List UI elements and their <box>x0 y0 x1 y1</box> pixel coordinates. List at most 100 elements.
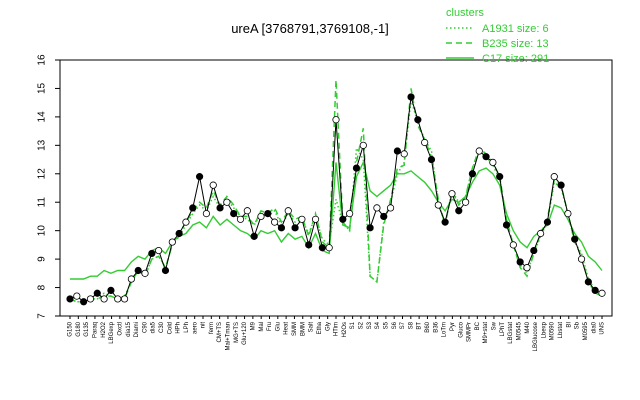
x-tick-label-50: M9+stat <box>483 322 489 344</box>
x-tick-label-30: Etha <box>317 321 323 334</box>
x-tick-label-44: B36 <box>433 321 439 332</box>
data-point-65 <box>509 241 517 249</box>
y-tick-label-8: 15 <box>37 82 48 94</box>
x-tick-label-51: Sw <box>492 321 498 330</box>
x-tick-label-2: G135 <box>84 321 90 336</box>
x-tick-label-41: S8 <box>408 321 414 329</box>
x-tick-label-10: dia5 <box>151 321 157 333</box>
x-tick-label-55: M40 <box>525 321 531 333</box>
x-tick-label-52: LPhT <box>500 322 506 337</box>
series-line-dashed <box>69 79 603 303</box>
x-tick-label-14: LPh <box>184 322 190 333</box>
data-point-56 <box>448 190 456 198</box>
data-point-75 <box>577 255 586 263</box>
data-point-54 <box>434 201 442 209</box>
x-tick-label-5: LBGexp <box>109 321 115 343</box>
series-layer <box>69 79 603 303</box>
x-tick-label-0: G150 <box>68 321 74 336</box>
data-point-68 <box>530 246 538 255</box>
x-tick-label-36: S3 <box>367 321 373 329</box>
y-tick-label-3: 10 <box>37 225 48 237</box>
data-point-6 <box>107 286 115 294</box>
data-point-61 <box>482 153 490 161</box>
data-point-59 <box>468 170 477 178</box>
data-point-12 <box>148 249 156 258</box>
x-tick-label-62: M0595 <box>583 321 589 340</box>
x-tick-label-39: S6 <box>392 321 398 329</box>
x-tick-label-4: H2O2 <box>101 321 107 337</box>
y-tick-label-6: 13 <box>37 139 48 151</box>
data-point-19 <box>195 173 204 181</box>
x-tick-label-12: Cold <box>167 322 173 334</box>
x-tick-label-31: Gly <box>325 322 331 331</box>
data-point-16 <box>175 229 183 238</box>
data-point-9 <box>127 275 135 283</box>
data-point-37 <box>318 244 326 252</box>
x-tick-label-22: M9 <box>250 321 256 330</box>
y-tick-label-1: 8 <box>37 284 48 290</box>
data-point-20 <box>202 210 211 218</box>
data-point-23 <box>223 198 231 206</box>
x-tick-label-9: C90 <box>142 321 148 333</box>
data-point-28 <box>257 212 265 221</box>
data-point-49 <box>400 150 408 158</box>
data-point-25 <box>236 215 245 223</box>
data-point-69 <box>537 229 545 238</box>
data-point-27 <box>250 232 258 240</box>
x-tick-label-58: M0590 <box>550 321 556 340</box>
x-tick-label-40: S7 <box>400 321 406 329</box>
x-tick-label-6: Oxctl <box>117 322 123 336</box>
series-line-dotted <box>69 99 603 303</box>
x-tick-label-34: S1 <box>350 321 356 329</box>
data-point-36 <box>311 215 320 223</box>
data-point-66 <box>516 258 524 266</box>
x-tick-label-60: BI <box>566 322 572 328</box>
data-point-26 <box>243 207 251 215</box>
data-point-71 <box>550 173 558 181</box>
data-point-15 <box>168 238 176 246</box>
x-tick-label-61: Sb <box>575 321 581 329</box>
data-point-18 <box>189 204 197 212</box>
x-tick-label-38: S5 <box>383 321 389 329</box>
x-tick-label-56: LBGlucose <box>533 321 539 351</box>
data-point-10 <box>134 266 142 275</box>
data-point-1 <box>73 292 81 300</box>
x-tick-label-53: LBGstat <box>508 322 514 344</box>
data-point-73 <box>564 210 572 218</box>
x-tick-label-63: dia0 <box>591 321 597 333</box>
data-point-64 <box>502 221 511 229</box>
x-tick-label-45: LoTm <box>442 322 448 337</box>
data-point-58 <box>461 198 470 206</box>
y-tick-label-4: 11 <box>37 197 48 208</box>
y-axis: 7 8 9 10 11 12 13 14 15 16 <box>37 54 60 319</box>
y-tick-label-9: 16 <box>37 54 48 66</box>
x-tick-label-17: ferm <box>209 322 215 334</box>
data-point-3 <box>86 295 95 303</box>
data-point-46 <box>380 212 388 221</box>
legend-label-solid: C17 size: 291 <box>482 53 549 65</box>
data-point-74 <box>571 235 579 243</box>
data-point-60 <box>475 147 483 155</box>
data-point-45 <box>373 204 381 212</box>
legend-label-dashed: B235 size: 13 <box>482 38 549 50</box>
x-tick-label-20: MG+TS <box>234 322 240 343</box>
data-point-76 <box>584 278 592 286</box>
data-point-42 <box>352 164 361 172</box>
x-axis: G150 G180 G135 Paraq H2O2 LBGexp Oxctl dia15 Dia… <box>68 316 606 351</box>
data-point-34 <box>298 215 306 223</box>
data-point-53 <box>427 155 436 164</box>
x-tick-label-37: S4 <box>375 321 381 329</box>
x-tick-label-47: Gluco <box>458 321 464 337</box>
data-point-57 <box>455 207 463 215</box>
data-point-29 <box>264 210 272 218</box>
x-tick-label-16: nit <box>201 322 207 329</box>
data-point-24 <box>230 210 238 218</box>
data-point-22 <box>216 204 224 212</box>
x-tick-label-18: CM+TS <box>217 322 223 343</box>
plot-frame <box>59 59 613 317</box>
x-tick-label-19: Mal+Tman <box>226 322 232 351</box>
data-point-13 <box>155 246 163 255</box>
x-tick-label-21: Glu+120 <box>242 321 248 345</box>
